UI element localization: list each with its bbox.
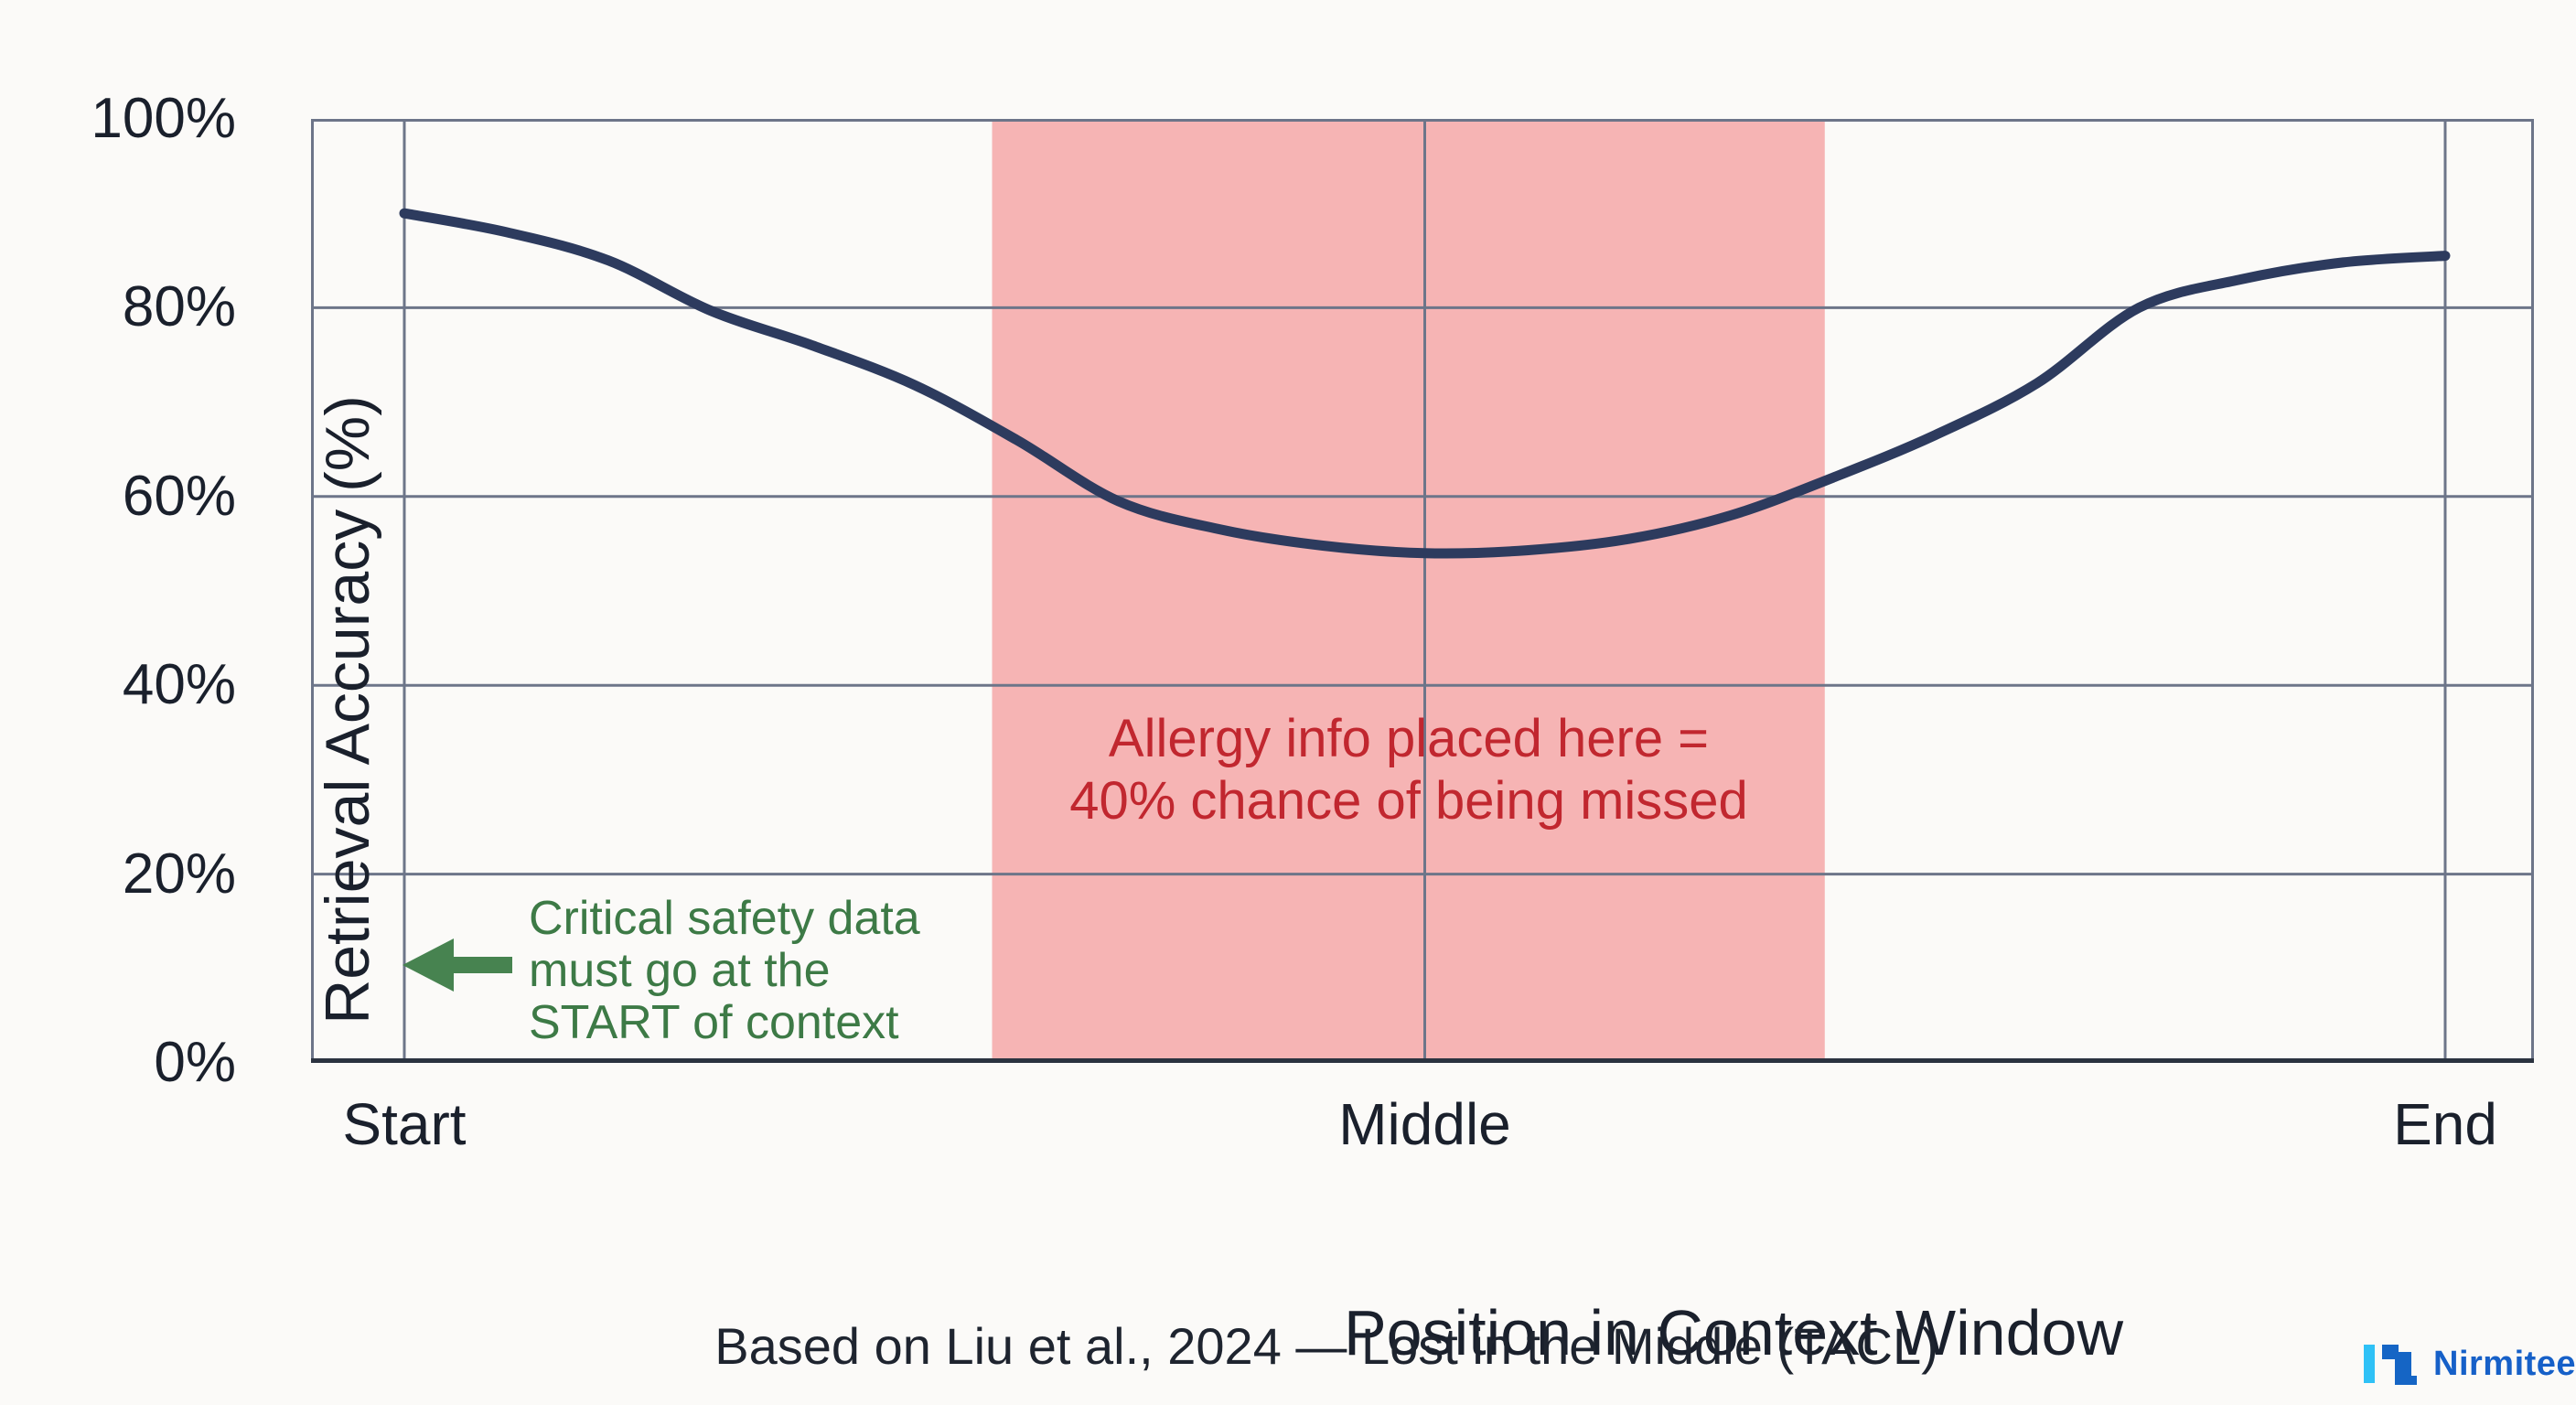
source-caption: Based on Liu et al., 2024 — Lost in the …: [714, 1317, 1938, 1375]
y-tick-label: 60%: [122, 464, 236, 528]
y-tick-label: 80%: [122, 275, 236, 339]
plot-area: Retrieval Accuracy (%) 100% 80% 60% 40% 20% 0…: [91, 87, 2534, 1368]
y-tick-label: 40%: [122, 653, 236, 717]
y-axis-title: Retrieval Accuracy (%): [313, 395, 382, 1024]
accuracy-curve-chart: [311, 119, 2534, 1063]
x-tick-label: End: [2393, 1091, 2497, 1157]
middle-danger-band: [992, 122, 1825, 1058]
left-arrow-icon: [402, 938, 512, 992]
safety-annotation-line2: must go at the: [529, 944, 831, 997]
nirmitee-logo-text: Nirmitee.io: [2433, 1344, 2576, 1383]
plot-frame: [311, 119, 2534, 1061]
safety-annotation: Critical safety data must go at the STAR…: [529, 893, 920, 1049]
safety-annotation-line3: START of context: [529, 996, 899, 1049]
x-tick-label: Start: [342, 1091, 467, 1157]
middle-risk-annotation-line1: Allergy info placed here =: [1108, 709, 1710, 768]
retrieval-accuracy-curve: [399, 208, 2451, 559]
middle-risk-annotation-line2: 40% chance of being missed: [1069, 771, 1748, 831]
nirmitee-logo: Nirmitee.io: [2364, 1341, 2576, 1387]
safety-annotation-line1: Critical safety data: [529, 892, 920, 945]
y-tick-label: 100%: [91, 87, 236, 150]
middle-risk-annotation: Allergy info placed here = 40% chance of…: [1069, 708, 1748, 832]
y-tick-label: 0%: [154, 1031, 236, 1094]
y-tick-label: 20%: [122, 842, 236, 906]
x-axis-title: Position in Context Window: [1343, 1297, 2124, 1368]
nirmitee-logo-icon: [2364, 1345, 2417, 1385]
x-tick-label: Middle: [1338, 1091, 1511, 1157]
